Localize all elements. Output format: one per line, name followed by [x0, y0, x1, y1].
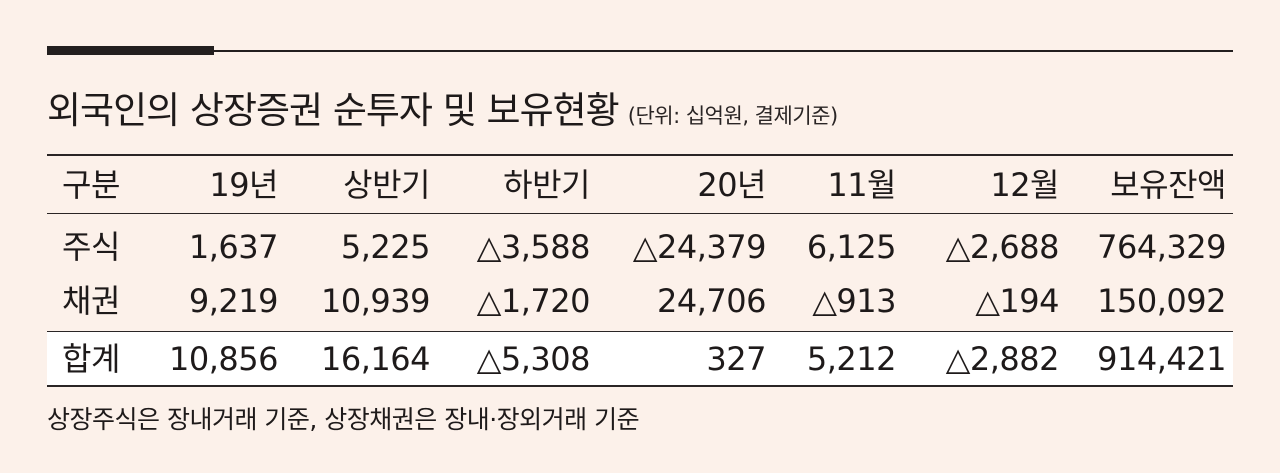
table-cell: △913 [812, 282, 896, 320]
table-cell: 16,164 [321, 340, 430, 378]
row-label: 주식 [62, 228, 120, 266]
header-category: 구분 [62, 166, 120, 204]
table-header-row: 구분 19년 상반기 하반기 20년 11월 12월 보유잔액 [0, 160, 1280, 210]
table-row-bonds: 채권 9,219 10,939 △1,720 24,706 △913 △194 … [0, 276, 1280, 326]
table-cell: △3,588 [476, 228, 591, 266]
footnote: 상장주식은 장내거래 기준, 상장채권은 장내·장외거래 기준 [47, 405, 640, 434]
table-cell: 150,092 [1097, 282, 1226, 320]
title-accent-bar [47, 46, 214, 55]
header-2019: 19년 [209, 166, 278, 204]
table-cell: △24,379 [632, 228, 767, 266]
table-cell: 914,421 [1097, 340, 1226, 378]
total-row-background [47, 332, 1233, 385]
table-cell: 10,856 [169, 340, 278, 378]
table-row-total: 합계 10,856 16,164 △5,308 327 5,212 △2,882… [0, 334, 1280, 384]
table-top-rule [47, 154, 1233, 156]
table-cell: 764,329 [1097, 228, 1226, 266]
header-holdings: 보유잔액 [1110, 166, 1226, 204]
header-november: 11월 [827, 166, 896, 204]
table-cell: △2,688 [945, 228, 1060, 266]
table-cell: △5,308 [476, 340, 591, 378]
unit-note: (단위: 십억원, 결제기준) [627, 104, 838, 128]
table-cell: 327 [706, 340, 766, 378]
header-bottom-rule [47, 213, 1233, 214]
page-title: 외국인의 상장증권 순투자 및 보유현황 [47, 89, 620, 132]
title-top-rule [214, 50, 1233, 52]
table-cell: 9,219 [188, 282, 279, 320]
title-block: 외국인의 상장증권 순투자 및 보유현황 (단위: 십억원, 결제기준) [47, 80, 838, 134]
row-label: 합계 [62, 340, 120, 378]
table-cell: 24,706 [657, 282, 766, 320]
total-top-rule [47, 331, 1233, 332]
table-cell: 6,125 [806, 228, 897, 266]
table-cell: 10,939 [321, 282, 430, 320]
header-2020: 20년 [697, 166, 766, 204]
table-bottom-rule [47, 385, 1233, 387]
table-row-stocks: 주식 1,637 5,225 △3,588 △24,379 6,125 △2,6… [0, 222, 1280, 272]
table-cell: △1,720 [476, 282, 591, 320]
row-label: 채권 [62, 282, 120, 320]
table-cell: 5,212 [806, 340, 897, 378]
table-cell: △2,882 [945, 340, 1060, 378]
table-cell: 1,637 [188, 228, 279, 266]
header-first-half: 상반기 [343, 166, 430, 204]
header-december: 12월 [990, 166, 1059, 204]
header-second-half: 하반기 [503, 166, 590, 204]
table-cell: △194 [975, 282, 1059, 320]
table-cell: 5,225 [340, 228, 431, 266]
